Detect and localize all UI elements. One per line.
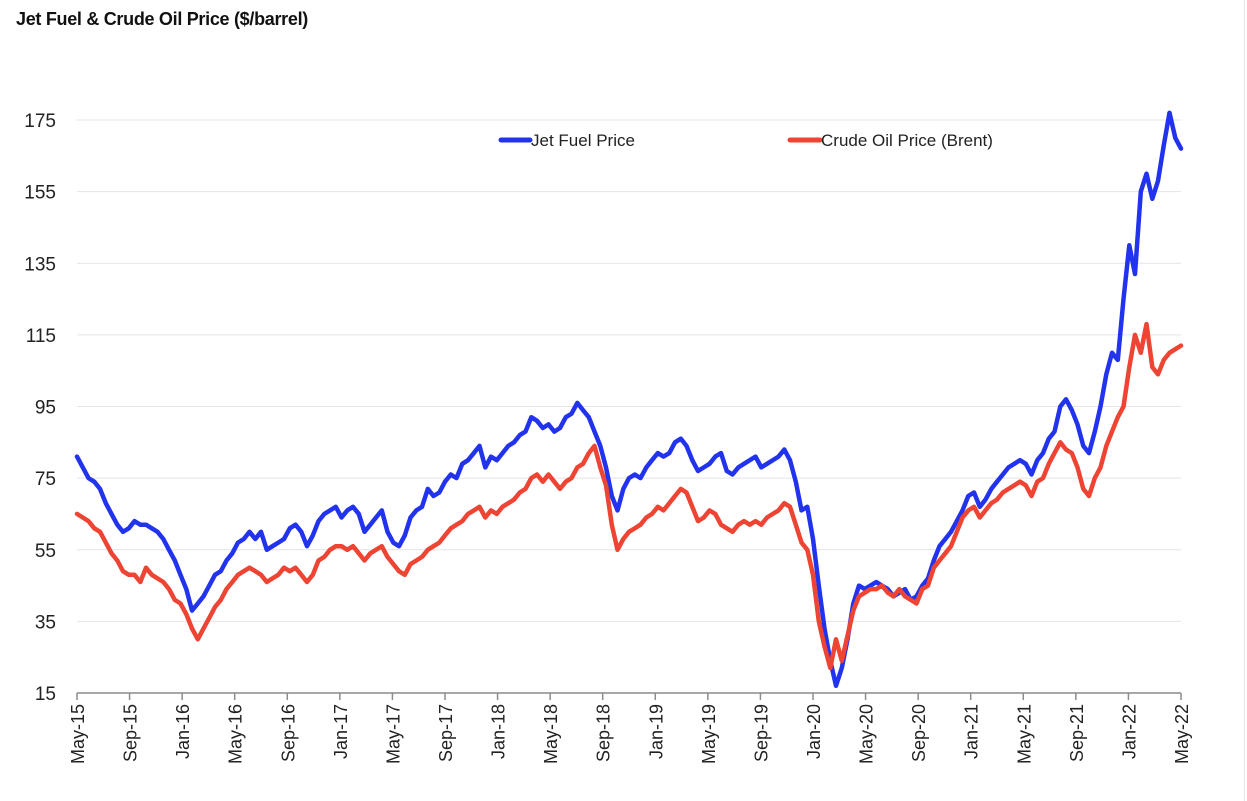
y-axis-ticks: 15 35 55 75 95 115 135 155 175 (24, 111, 56, 705)
legend-item-jet-fuel: Jet Fuel Price (498, 131, 635, 150)
x-tick-label: May-20 (857, 704, 877, 764)
x-tick-label: May-15 (68, 704, 88, 764)
x-tick-label: May-17 (383, 704, 403, 764)
y-tick-label: 175 (24, 111, 56, 132)
chart-title: Jet Fuel & Crude Oil Price ($/barrel) (16, 9, 308, 29)
legend-label-crude-oil: Crude Oil Price (Brent) (821, 131, 993, 150)
x-tick-label: Jan-17 (331, 704, 351, 759)
x-tick-label: Jan-19 (646, 704, 666, 759)
x-tick-label: Sep-15 (121, 704, 141, 762)
x-tick-label: May-21 (1014, 704, 1034, 764)
x-tick-label: May-16 (226, 704, 246, 764)
y-tick-label: 35 (35, 612, 56, 633)
x-tick-label: Sep-18 (594, 704, 614, 762)
x-tick-label: Jan-20 (804, 704, 824, 759)
y-tick-label: 155 (24, 183, 56, 204)
y-tick-label: 75 (35, 469, 56, 490)
x-tick-label: May-18 (541, 704, 561, 764)
series-lines (74, 110, 1184, 689)
y-tick-label: 115 (26, 326, 56, 347)
x-tick-label: Jan-18 (489, 704, 509, 759)
x-tick-label: Jan-22 (1119, 704, 1139, 759)
x-tick-label: Sep-17 (436, 704, 456, 762)
x-tick-label: Sep-19 (751, 704, 771, 762)
x-tick-label: Sep-20 (909, 704, 929, 762)
y-tick-label: 55 (35, 541, 56, 562)
legend-item-crude-oil: Crude Oil Price (Brent) (787, 131, 993, 150)
y-tick-label: 15 (35, 684, 56, 705)
legend-label-jet-fuel: Jet Fuel Price (531, 131, 635, 150)
x-tick-label: Sep-16 (278, 704, 298, 762)
x-tick-label: May-22 (1172, 704, 1192, 764)
x-tick-label: May-19 (699, 704, 719, 764)
y-tick-label: 95 (35, 398, 56, 419)
x-tick-label: Jan-21 (962, 704, 982, 759)
legend: Jet Fuel Price Crude Oil Price (Brent) (498, 131, 993, 150)
gridlines (77, 119, 1181, 622)
x-tick-label: Jan-16 (173, 704, 193, 759)
x-tick-label: Sep-21 (1067, 704, 1087, 762)
y-tick-label: 135 (24, 254, 56, 275)
series-line-crude-oil (74, 321, 1184, 671)
x-axis: May-15 Sep-15 Jan-16 May-16 Sep-16 Jan-17 May-… (68, 692, 1192, 764)
series-line-jet-fuel (74, 110, 1184, 689)
